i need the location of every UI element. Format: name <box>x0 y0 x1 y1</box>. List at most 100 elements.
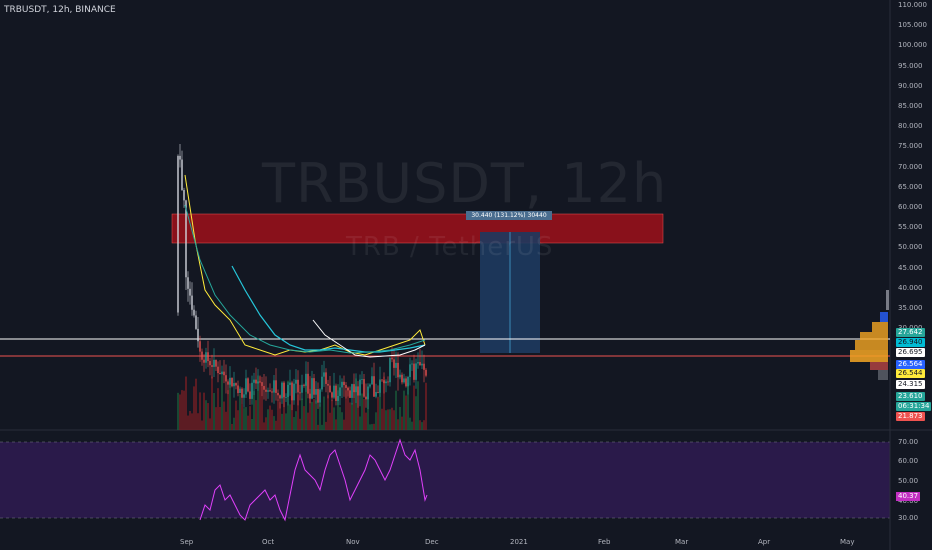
candle-body <box>243 394 245 398</box>
volume-bar <box>373 423 375 430</box>
volume-bar <box>231 423 233 430</box>
volume-bar <box>419 420 421 430</box>
volume-bar <box>269 405 271 430</box>
volume-bar <box>303 406 305 430</box>
candle-body <box>181 159 183 191</box>
volume-bar <box>273 416 275 430</box>
price-tag: 06:31:34 <box>896 402 932 411</box>
position-label: 30.440 (131.12%) 30440 <box>466 211 552 220</box>
time-tick: Mar <box>675 538 689 546</box>
ma-white <box>312 319 426 358</box>
volume-bar <box>411 421 413 430</box>
candle-body <box>265 389 267 392</box>
volume-bar <box>219 407 221 430</box>
volume-bar <box>243 408 245 430</box>
candle-body <box>317 389 319 403</box>
candle-body <box>249 391 251 399</box>
volume-bar <box>341 412 343 430</box>
volume-bar <box>291 395 293 430</box>
candle-body <box>359 379 361 396</box>
volume-bar <box>367 393 369 430</box>
candle-body <box>191 295 193 310</box>
candle-body <box>281 382 283 399</box>
candle-body <box>357 386 359 396</box>
volume-bar <box>279 402 281 430</box>
price-tick: 75.000 <box>898 142 923 151</box>
volume-bar <box>365 412 367 430</box>
candle-body <box>333 385 335 398</box>
price-tick: 100.000 <box>898 41 927 50</box>
volume-bar <box>415 396 417 430</box>
candle-body <box>339 387 341 396</box>
candlesticks <box>177 144 427 411</box>
price-tick: 60.000 <box>898 203 923 211</box>
candle-body <box>185 200 187 278</box>
price-tag: 21.873 <box>896 412 925 421</box>
candle-body <box>217 366 219 374</box>
ma-teal <box>184 204 426 354</box>
volume-bar <box>337 384 339 430</box>
symbol-title[interactable]: TRBUSDT, 12h, BINANCE <box>4 5 116 15</box>
candle-body <box>321 376 323 390</box>
volume-bar <box>315 400 317 430</box>
candle-body <box>341 381 343 388</box>
volume-bar <box>227 390 229 430</box>
volume-bar <box>377 396 379 430</box>
volume-bar <box>305 381 307 430</box>
rsi-tick: 70.00 <box>898 438 919 446</box>
candle-body <box>375 392 377 397</box>
volume-bar <box>253 391 255 430</box>
candle-body <box>229 377 231 385</box>
candle-body <box>197 328 199 342</box>
candle-body <box>417 362 419 364</box>
volume-bar <box>391 407 393 430</box>
candle-body <box>267 390 269 392</box>
volume-bar <box>311 401 313 430</box>
volume-bar <box>197 413 199 430</box>
resistance-zone[interactable] <box>171 213 664 244</box>
candle-body <box>423 363 425 370</box>
volume-bar <box>405 395 407 430</box>
volume-bar <box>209 418 211 430</box>
volume-bar <box>245 407 247 430</box>
candle-body <box>225 375 227 382</box>
candle-body <box>363 379 365 397</box>
watermark-symbol: TRBUSDT, 12h <box>262 152 668 215</box>
volume-bar <box>239 393 241 430</box>
candle-body <box>319 389 321 403</box>
candle-body <box>193 309 195 316</box>
volume-bar <box>235 400 237 430</box>
candle-body <box>345 385 347 388</box>
candle-body <box>295 379 297 384</box>
candle-body <box>325 372 327 384</box>
candle-body <box>277 392 279 396</box>
candle-body <box>329 385 331 393</box>
candle-body <box>271 391 273 393</box>
volume-bar <box>345 390 347 430</box>
volume-bar <box>387 409 389 430</box>
volume-bar <box>255 400 257 430</box>
volume-bar <box>343 419 345 430</box>
candle-body <box>391 357 393 360</box>
candle-body <box>237 385 239 394</box>
price-tick: 45.000 <box>898 263 923 272</box>
volume-bar <box>251 418 253 430</box>
candle-body <box>387 381 389 383</box>
volume-bar <box>401 416 403 430</box>
candle-body <box>305 373 307 386</box>
candle-body <box>355 386 357 393</box>
volume-bar <box>191 413 193 430</box>
price-tag: 26.940 <box>896 338 925 347</box>
volume-bar <box>261 385 263 430</box>
volume-bar <box>289 404 291 430</box>
volume-bar <box>177 392 179 430</box>
volume-bar <box>179 394 181 430</box>
watermark-pair: TRB / TetherUS <box>346 232 554 262</box>
volume-bar <box>249 406 251 430</box>
volume-bar <box>319 403 321 430</box>
candle-body <box>285 396 287 398</box>
volume-bar <box>259 376 261 430</box>
candle-body <box>383 380 385 384</box>
candle-body <box>247 378 249 392</box>
